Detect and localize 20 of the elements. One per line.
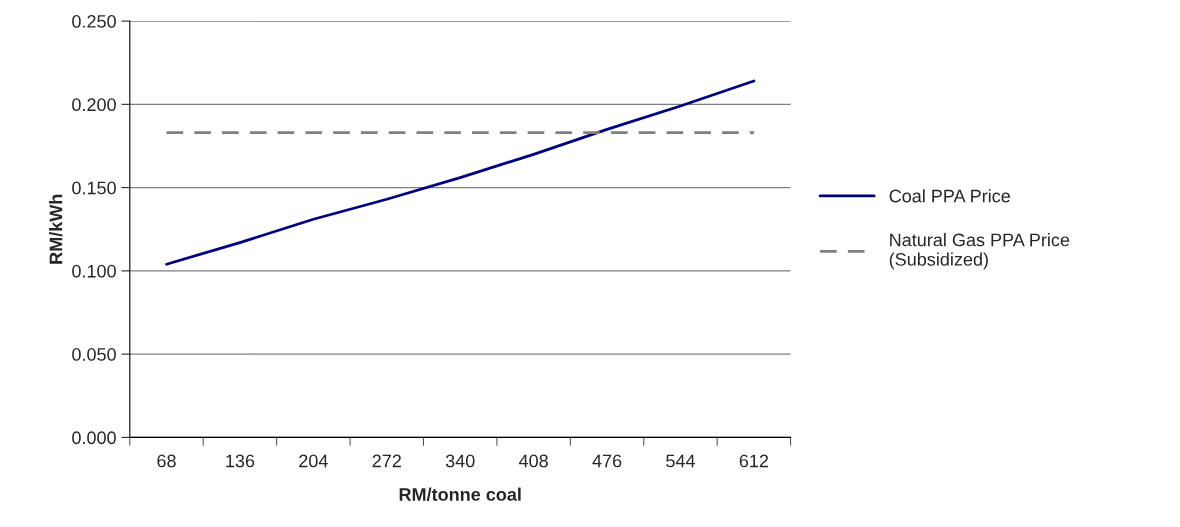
y-axis-title: RM/kWh [49, 194, 63, 264]
x-axis-title: RM/tonne coal [399, 487, 521, 502]
x-tick-label: 340 [445, 454, 475, 468]
x-tick-label: 612 [739, 454, 769, 468]
legend-label: Natural Gas PPA Price (Subsidized) [889, 233, 1070, 270]
y-tick-label: 0.000 [72, 431, 116, 445]
y-tick-label: 0.050 [72, 348, 116, 361]
x-tick-label: 136 [226, 454, 255, 468]
x-tick-label: 272 [372, 454, 401, 468]
y-tick-label: 0.100 [72, 264, 116, 278]
y-tick-label: 0.250 [72, 15, 116, 28]
x-tick-label: 204 [299, 454, 328, 468]
line-series [165, 79, 756, 266]
y-tick-label: 0.150 [72, 181, 116, 195]
legend-label: Coal PPA Price [889, 189, 1010, 203]
x-tick-label: 68 [157, 454, 176, 468]
x-tick-label: 476 [592, 454, 622, 468]
x-tick-label: 408 [518, 454, 548, 468]
y-tick-label: 0.200 [72, 98, 116, 112]
x-tick-label: 544 [666, 454, 695, 468]
